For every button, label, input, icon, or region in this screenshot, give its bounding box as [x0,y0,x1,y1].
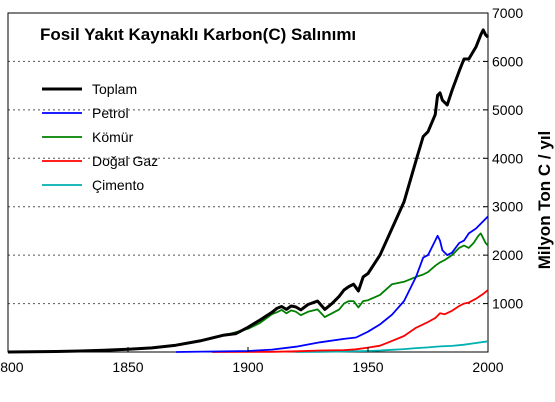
series-line-dog-al-gaz [211,289,489,353]
y-tick-label-2000: 2000 [492,247,523,263]
series-line-petrol [175,215,489,353]
legend-label-ko-mu-r: Kömür [92,129,134,145]
x-tick-label-1900: 1900 [232,359,263,375]
series-line-c-imento [295,340,489,353]
y-tick-label-3000: 3000 [492,199,523,215]
x-tick-label-1850: 1850 [112,359,143,375]
chart-title: Fosil Yakıt Kaynaklı Karbon(C) Salınımı [40,25,356,44]
x-tick-label-1800: 1800 [0,359,24,375]
series-layer [7,28,490,354]
legend-label-petrol: Petrol [92,105,129,121]
grid-layer [8,60,488,305]
y-tick-label-1000: 1000 [492,296,523,312]
x-tick-label-1950: 1950 [352,359,383,375]
y-tick-label-4000: 4000 [492,150,523,166]
series-line-toplam [7,28,490,354]
y-tick-label-7000: 7000 [492,5,523,21]
y-tick-label-5000: 5000 [492,102,523,118]
legend: Toplam Petrol Kömür Doğal Gaz Çimento [42,81,158,193]
y-tick-label-6000: 6000 [492,53,523,69]
tick-layer: 1800 1850 1900 1950 2000 1000 2000 3000 4000 5000… [0,5,523,375]
legend-label-dog-al-gaz: Doğal Gaz [92,153,158,169]
legend-label-toplam: Toplam [92,81,137,97]
legend-label-c-imento: Çimento [92,177,144,193]
y-axis-title: Milyon Ton C / yıl [535,131,554,270]
x-tick-label-2000: 2000 [472,359,503,375]
